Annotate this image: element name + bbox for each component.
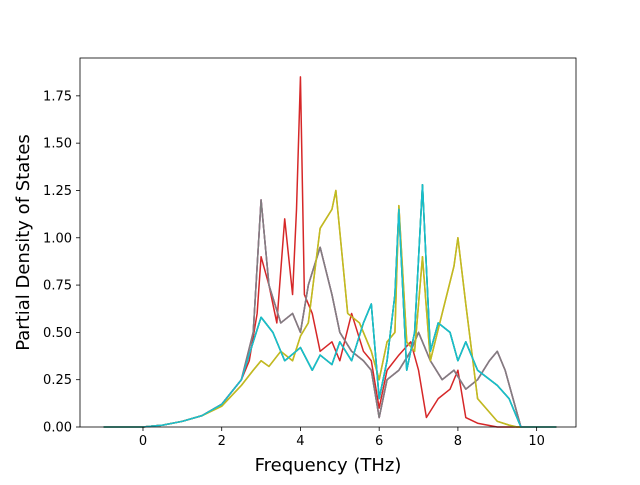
y-tick-label: 0.75 xyxy=(43,279,72,294)
x-tick-label: 0 xyxy=(139,434,147,449)
x-tick-label: 6 xyxy=(375,434,383,449)
y-tick-label: 1.75 xyxy=(43,89,72,104)
y-tick-label: 0.25 xyxy=(43,373,72,388)
y-tick-label: 0.50 xyxy=(43,326,72,341)
series-line-10 xyxy=(103,184,557,428)
y-tick-label: 0.00 xyxy=(43,421,72,436)
y-axis-title: Partial Density of States xyxy=(13,134,34,351)
y-tick-label: 1.50 xyxy=(43,137,72,152)
x-axis-ticks: 0 2 4 6 8 10 xyxy=(139,427,545,449)
series-line-9 xyxy=(103,189,557,428)
plot-frame xyxy=(79,57,577,428)
x-tick-label: 8 xyxy=(454,434,462,449)
x-tick-label: 10 xyxy=(528,434,545,449)
plot-lines xyxy=(103,76,557,428)
y-tick-label: 1.00 xyxy=(43,231,72,246)
y-tick-label: 1.25 xyxy=(43,184,72,199)
x-tick-label: 4 xyxy=(296,434,304,449)
y-axis-ticks: 0.00 0.25 0.50 0.75 1.00 1.25 1.50 1.75 xyxy=(43,89,80,436)
x-tick-label: 2 xyxy=(218,434,226,449)
x-axis-title: Frequency (THz) xyxy=(255,455,402,476)
